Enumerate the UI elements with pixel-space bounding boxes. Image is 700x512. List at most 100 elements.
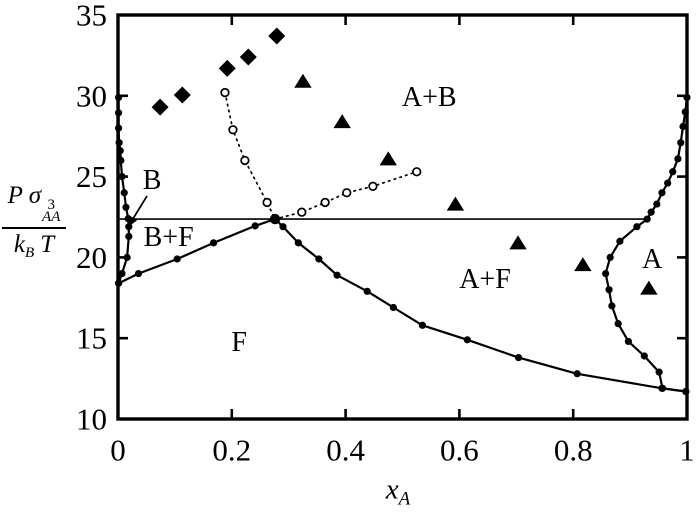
filled-circle-marker	[653, 200, 661, 208]
open-circle-marker	[412, 167, 422, 177]
filled-circle-marker	[514, 353, 523, 362]
filled-circle-marker	[683, 93, 691, 102]
filled-circle-marker	[682, 387, 690, 396]
region-label-f: F	[231, 327, 247, 359]
filled-triangle-marker	[509, 235, 527, 250]
y-label-p-sigma: P σ	[7, 182, 42, 209]
filled-triangle-marker	[574, 257, 592, 272]
filled-circle-marker	[647, 208, 655, 216]
filled-circle-marker	[616, 237, 624, 245]
filled-circle-marker	[664, 179, 672, 187]
x-tick-label: 0	[110, 433, 126, 468]
y-tick-label: 25	[76, 159, 107, 194]
curve-solid-f-boundary	[117, 218, 688, 393]
x-tick-label: 0.2	[212, 433, 251, 468]
y-label-k: k	[13, 231, 26, 258]
filled-circle-marker	[116, 147, 124, 155]
open-circle-marker	[240, 155, 250, 166]
filled-circle-marker	[614, 320, 622, 328]
filled-circle-marker	[389, 303, 397, 312]
filled-diamond-marker	[151, 98, 169, 116]
filled-circle-marker	[122, 203, 130, 211]
y-tick-label: 20	[76, 240, 107, 275]
filled-circle-marker	[674, 155, 682, 163]
open-circle-marker	[368, 181, 378, 191]
filled-circle-marker	[315, 255, 323, 263]
filled-circle-marker	[573, 370, 581, 378]
filled-circle-marker	[209, 239, 218, 247]
filled-circle-marker	[114, 109, 123, 117]
filled-circle-marker	[418, 321, 427, 329]
open-circle-marker	[228, 125, 238, 135]
y-label-t: T	[40, 231, 55, 258]
filled-diamond-marker	[218, 59, 236, 77]
filled-circle-marker	[294, 239, 302, 247]
filled-triangle-marker	[379, 151, 397, 166]
filled-circle-marker	[624, 337, 632, 346]
x-tick-label: 0.4	[326, 433, 365, 468]
filled-circle-marker	[114, 93, 123, 102]
filled-circle-marker	[669, 168, 677, 176]
filled-circle-marker	[681, 108, 689, 116]
region-label-a-plus-f: A+F	[459, 264, 511, 296]
x-label-var: x	[385, 473, 399, 506]
filled-circle-marker	[120, 189, 128, 197]
x-tick-label: 0.6	[440, 433, 479, 468]
filled-circle-marker	[118, 173, 126, 181]
y-tick-label: 30	[76, 78, 107, 113]
filled-circle-marker	[134, 269, 143, 278]
y-label-subscript: AA	[42, 209, 61, 225]
filled-circle-marker	[606, 253, 614, 261]
x-tick-label: 0.8	[554, 433, 593, 468]
b-region-arrow-line	[130, 195, 148, 223]
filled-circle-marker	[123, 253, 131, 261]
filled-circle-marker	[251, 222, 259, 230]
y-tick-label: 15	[76, 321, 107, 356]
filled-circle-marker-large	[269, 213, 281, 225]
filled-circle-marker	[643, 215, 651, 223]
plot-frame	[116, 13, 689, 421]
filled-triangle-marker	[333, 114, 351, 129]
y-axis-label: P σ 3 AA kB T	[2, 182, 66, 262]
open-circle-marker	[297, 207, 307, 217]
filled-circle-marker	[125, 232, 133, 240]
curve-dotted-left-branch	[224, 91, 276, 220]
filled-circle-marker	[173, 255, 181, 263]
filled-circle-marker	[117, 156, 125, 165]
filled-triangle-marker	[294, 73, 312, 88]
y-label-exponent: 3	[47, 197, 55, 213]
filled-circle-marker	[602, 269, 610, 278]
filled-diamond-marker	[268, 27, 286, 45]
open-circle-marker	[220, 87, 230, 98]
region-label-b: B	[142, 165, 162, 197]
filled-circle-marker	[115, 139, 123, 147]
x-label-subscript: A	[398, 488, 411, 510]
region-label-b-plus-f: B+F	[143, 222, 194, 253]
x-tick-label: 1	[679, 433, 695, 468]
filled-circle-marker	[640, 352, 648, 360]
filled-circle-marker	[279, 223, 287, 231]
filled-circle-marker	[114, 279, 123, 287]
filled-circle-marker	[605, 286, 613, 294]
y-tick-label: 35	[76, 0, 107, 33]
filled-circle-marker	[679, 122, 687, 131]
y-axis-label-denominator: kB T	[2, 229, 66, 262]
filled-triangle-marker	[446, 196, 465, 211]
filled-circle-marker	[118, 269, 126, 278]
y-tick-label: 10	[76, 402, 107, 437]
filled-circle-marker	[677, 139, 685, 147]
b-region-arrow-head	[127, 215, 138, 228]
region-label-a: A	[642, 243, 663, 275]
filled-circle-marker	[658, 189, 666, 197]
y-axis-label-numerator: P σ 3 AA	[2, 182, 66, 229]
open-circle-marker	[320, 197, 330, 208]
filled-circle-marker	[608, 302, 616, 310]
filled-circle-marker	[658, 384, 667, 392]
region-label-a-plus-b: A+B	[401, 82, 457, 114]
filled-circle-marker	[114, 124, 123, 132]
open-circle-marker	[262, 197, 272, 208]
filled-circle-marker	[363, 287, 371, 295]
filled-circle-marker	[633, 223, 641, 231]
